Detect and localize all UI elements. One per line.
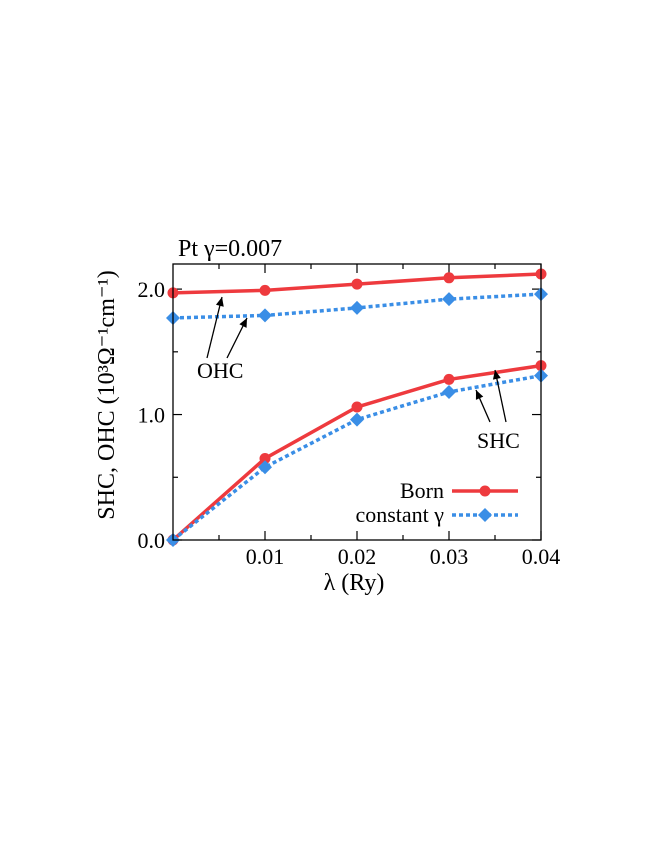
data-point: [350, 300, 364, 315]
ohc-arrow-constant-head: [239, 318, 247, 328]
x-tick-label: 0.02: [338, 544, 377, 569]
y-tick-label: 2.0: [138, 277, 166, 302]
shc-annotation: SHC: [477, 428, 520, 453]
x-tick-label: 0.04: [522, 544, 561, 569]
plot-frame: [172, 263, 542, 541]
data-point: [258, 308, 272, 323]
y-tick-label: 0.0: [138, 528, 166, 553]
y-axis-label: SHC, OHC (10³Ω⁻¹cm⁻¹): [94, 270, 120, 519]
data-point: [350, 412, 364, 427]
ohc-arrow-born-head: [215, 297, 224, 307]
data-point: [442, 384, 456, 399]
shc-arrow-born-head: [492, 370, 501, 380]
data-point: [443, 373, 455, 385]
data-point: [443, 272, 455, 284]
data-point: [259, 452, 271, 464]
shc-arrow-constant-head: [475, 390, 484, 400]
x-tick-label: 0.03: [430, 544, 469, 569]
data-point: [259, 284, 271, 296]
x-tick-label: 0.01: [246, 544, 285, 569]
legend-label: constant γ: [355, 502, 444, 527]
x-axis-label: λ (Ry): [324, 570, 385, 596]
data-point: [351, 278, 363, 290]
y-tick-label: 1.0: [138, 403, 166, 428]
ohc-annotation: OHC: [197, 358, 243, 383]
legend-label: Born: [400, 478, 444, 503]
legend-marker: [478, 508, 492, 522]
data-point: [442, 292, 456, 307]
data-point: [258, 460, 272, 475]
legend-marker: [479, 485, 491, 497]
ohc-arrow-born: [206, 296, 223, 359]
data-point: [351, 401, 363, 413]
chart-title: Pt γ=0.007: [178, 236, 282, 262]
